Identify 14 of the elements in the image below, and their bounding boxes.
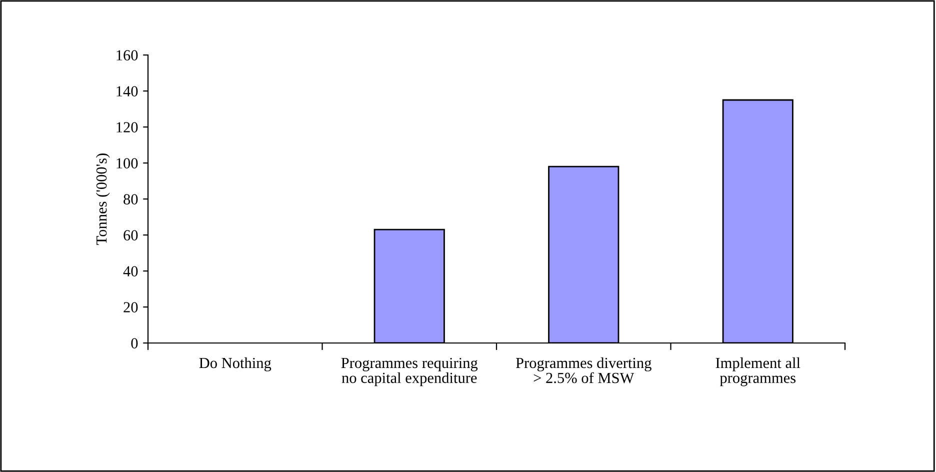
y-tick-label: 140 — [116, 86, 138, 96]
x-tick-label: Programmes requiring no capital expenditure — [341, 358, 478, 386]
y-tick-label: 100 — [116, 158, 138, 168]
y-axis-title: Tonnes ('000's) — [96, 154, 110, 245]
y-tick-label: 120 — [116, 122, 138, 132]
y-tick-label: 40 — [123, 266, 138, 276]
y-tick-label: 0 — [131, 338, 138, 348]
y-tick-label: 60 — [124, 230, 138, 240]
x-tick-label: Implement all programmes — [716, 357, 800, 386]
y-tick-label: 80 — [124, 194, 138, 204]
x-tick-label: Do Nothing — [199, 357, 272, 372]
y-tick-label: 20 — [124, 302, 138, 312]
x-tick-label: Programmes diverting > 2.5% of MSW — [516, 357, 652, 384]
y-tick-label: 160 — [116, 50, 138, 60]
